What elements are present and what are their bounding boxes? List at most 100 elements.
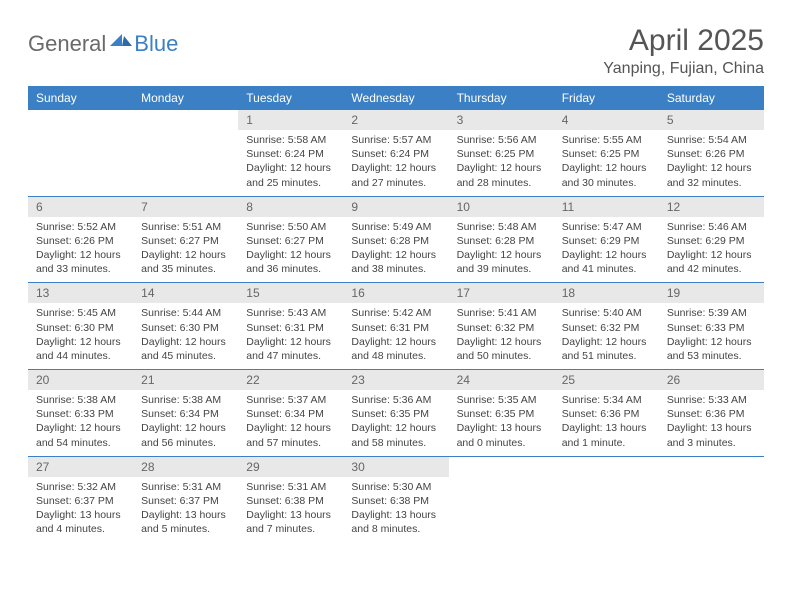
day-body: Sunrise: 5:47 AMSunset: 6:29 PMDaylight:… xyxy=(554,217,659,283)
day-body: Sunrise: 5:41 AMSunset: 6:32 PMDaylight:… xyxy=(449,303,554,369)
calendar-day-cell xyxy=(133,110,238,196)
calendar-day-cell: 21Sunrise: 5:38 AMSunset: 6:34 PMDayligh… xyxy=(133,370,238,457)
calendar-week-row: 6Sunrise: 5:52 AMSunset: 6:26 PMDaylight… xyxy=(28,196,764,283)
weekday-header: Saturday xyxy=(659,86,764,110)
day-body: Sunrise: 5:38 AMSunset: 6:33 PMDaylight:… xyxy=(28,390,133,456)
calendar-day-cell: 15Sunrise: 5:43 AMSunset: 6:31 PMDayligh… xyxy=(238,283,343,370)
day-number: 20 xyxy=(28,370,133,390)
calendar-day-cell: 3Sunrise: 5:56 AMSunset: 6:25 PMDaylight… xyxy=(449,110,554,196)
calendar-day-cell: 20Sunrise: 5:38 AMSunset: 6:33 PMDayligh… xyxy=(28,370,133,457)
day-body: Sunrise: 5:30 AMSunset: 6:38 PMDaylight:… xyxy=(343,477,448,543)
day-number: 23 xyxy=(343,370,448,390)
day-number: 7 xyxy=(133,197,238,217)
day-body: Sunrise: 5:43 AMSunset: 6:31 PMDaylight:… xyxy=(238,303,343,369)
day-number: 17 xyxy=(449,283,554,303)
day-number: 8 xyxy=(238,197,343,217)
calendar-day-cell: 14Sunrise: 5:44 AMSunset: 6:30 PMDayligh… xyxy=(133,283,238,370)
calendar-day-cell: 8Sunrise: 5:50 AMSunset: 6:27 PMDaylight… xyxy=(238,196,343,283)
day-body: Sunrise: 5:31 AMSunset: 6:38 PMDaylight:… xyxy=(238,477,343,543)
calendar-day-cell: 16Sunrise: 5:42 AMSunset: 6:31 PMDayligh… xyxy=(343,283,448,370)
month-title: April 2025 xyxy=(603,24,764,58)
calendar-body: 1Sunrise: 5:58 AMSunset: 6:24 PMDaylight… xyxy=(28,110,764,542)
calendar-day-cell: 19Sunrise: 5:39 AMSunset: 6:33 PMDayligh… xyxy=(659,283,764,370)
calendar-day-cell: 5Sunrise: 5:54 AMSunset: 6:26 PMDaylight… xyxy=(659,110,764,196)
day-number: 22 xyxy=(238,370,343,390)
day-body: Sunrise: 5:38 AMSunset: 6:34 PMDaylight:… xyxy=(133,390,238,456)
day-number: 19 xyxy=(659,283,764,303)
calendar-day-cell: 13Sunrise: 5:45 AMSunset: 6:30 PMDayligh… xyxy=(28,283,133,370)
calendar-week-row: 1Sunrise: 5:58 AMSunset: 6:24 PMDaylight… xyxy=(28,110,764,196)
calendar-day-cell: 30Sunrise: 5:30 AMSunset: 6:38 PMDayligh… xyxy=(343,456,448,542)
day-body: Sunrise: 5:46 AMSunset: 6:29 PMDaylight:… xyxy=(659,217,764,283)
logo-mark-icon xyxy=(110,30,132,51)
day-body: Sunrise: 5:58 AMSunset: 6:24 PMDaylight:… xyxy=(238,130,343,196)
calendar-day-cell: 7Sunrise: 5:51 AMSunset: 6:27 PMDaylight… xyxy=(133,196,238,283)
logo-text-general: General xyxy=(28,31,106,57)
day-number: 13 xyxy=(28,283,133,303)
calendar-day-cell xyxy=(554,456,659,542)
day-number: 15 xyxy=(238,283,343,303)
logo: General Blue xyxy=(28,30,178,57)
weekday-header: Thursday xyxy=(449,86,554,110)
calendar-week-row: 13Sunrise: 5:45 AMSunset: 6:30 PMDayligh… xyxy=(28,283,764,370)
day-body: Sunrise: 5:45 AMSunset: 6:30 PMDaylight:… xyxy=(28,303,133,369)
day-number: 28 xyxy=(133,457,238,477)
calendar-day-cell xyxy=(28,110,133,196)
day-number: 2 xyxy=(343,110,448,130)
day-number: 11 xyxy=(554,197,659,217)
calendar-day-cell xyxy=(659,456,764,542)
calendar-day-cell: 17Sunrise: 5:41 AMSunset: 6:32 PMDayligh… xyxy=(449,283,554,370)
calendar-day-cell: 26Sunrise: 5:33 AMSunset: 6:36 PMDayligh… xyxy=(659,370,764,457)
weekday-header: Tuesday xyxy=(238,86,343,110)
calendar-day-cell: 22Sunrise: 5:37 AMSunset: 6:34 PMDayligh… xyxy=(238,370,343,457)
day-body: Sunrise: 5:57 AMSunset: 6:24 PMDaylight:… xyxy=(343,130,448,196)
calendar-day-cell xyxy=(449,456,554,542)
title-block: April 2025 Yanping, Fujian, China xyxy=(603,24,764,78)
day-number: 12 xyxy=(659,197,764,217)
calendar-day-cell: 28Sunrise: 5:31 AMSunset: 6:37 PMDayligh… xyxy=(133,456,238,542)
day-number: 1 xyxy=(238,110,343,130)
calendar-day-cell: 6Sunrise: 5:52 AMSunset: 6:26 PMDaylight… xyxy=(28,196,133,283)
day-number: 30 xyxy=(343,457,448,477)
day-number: 5 xyxy=(659,110,764,130)
day-body: Sunrise: 5:42 AMSunset: 6:31 PMDaylight:… xyxy=(343,303,448,369)
day-body: Sunrise: 5:50 AMSunset: 6:27 PMDaylight:… xyxy=(238,217,343,283)
day-body: Sunrise: 5:32 AMSunset: 6:37 PMDaylight:… xyxy=(28,477,133,543)
day-number: 27 xyxy=(28,457,133,477)
weekday-header: Wednesday xyxy=(343,86,448,110)
day-number: 24 xyxy=(449,370,554,390)
calendar-table: SundayMondayTuesdayWednesdayThursdayFrid… xyxy=(28,86,764,542)
calendar-day-cell: 18Sunrise: 5:40 AMSunset: 6:32 PMDayligh… xyxy=(554,283,659,370)
day-body: Sunrise: 5:55 AMSunset: 6:25 PMDaylight:… xyxy=(554,130,659,196)
logo-text-blue: Blue xyxy=(134,31,178,57)
day-number: 9 xyxy=(343,197,448,217)
day-number: 10 xyxy=(449,197,554,217)
day-body: Sunrise: 5:35 AMSunset: 6:35 PMDaylight:… xyxy=(449,390,554,456)
day-number: 25 xyxy=(554,370,659,390)
weekday-header: Sunday xyxy=(28,86,133,110)
page-header: General Blue April 2025 Yanping, Fujian,… xyxy=(28,24,764,78)
location-text: Yanping, Fujian, China xyxy=(603,60,764,78)
day-number: 26 xyxy=(659,370,764,390)
day-body: Sunrise: 5:31 AMSunset: 6:37 PMDaylight:… xyxy=(133,477,238,543)
calendar-day-cell: 4Sunrise: 5:55 AMSunset: 6:25 PMDaylight… xyxy=(554,110,659,196)
calendar-day-cell: 27Sunrise: 5:32 AMSunset: 6:37 PMDayligh… xyxy=(28,456,133,542)
day-number: 16 xyxy=(343,283,448,303)
calendar-week-row: 20Sunrise: 5:38 AMSunset: 6:33 PMDayligh… xyxy=(28,370,764,457)
day-body: Sunrise: 5:34 AMSunset: 6:36 PMDaylight:… xyxy=(554,390,659,456)
calendar-day-cell: 11Sunrise: 5:47 AMSunset: 6:29 PMDayligh… xyxy=(554,196,659,283)
day-number: 3 xyxy=(449,110,554,130)
calendar-day-cell: 29Sunrise: 5:31 AMSunset: 6:38 PMDayligh… xyxy=(238,456,343,542)
calendar-day-cell: 23Sunrise: 5:36 AMSunset: 6:35 PMDayligh… xyxy=(343,370,448,457)
calendar-header-row: SundayMondayTuesdayWednesdayThursdayFrid… xyxy=(28,86,764,110)
day-body: Sunrise: 5:36 AMSunset: 6:35 PMDaylight:… xyxy=(343,390,448,456)
day-body: Sunrise: 5:54 AMSunset: 6:26 PMDaylight:… xyxy=(659,130,764,196)
day-body: Sunrise: 5:44 AMSunset: 6:30 PMDaylight:… xyxy=(133,303,238,369)
day-number: 14 xyxy=(133,283,238,303)
day-number: 4 xyxy=(554,110,659,130)
calendar-day-cell: 10Sunrise: 5:48 AMSunset: 6:28 PMDayligh… xyxy=(449,196,554,283)
calendar-day-cell: 25Sunrise: 5:34 AMSunset: 6:36 PMDayligh… xyxy=(554,370,659,457)
calendar-day-cell: 24Sunrise: 5:35 AMSunset: 6:35 PMDayligh… xyxy=(449,370,554,457)
day-body: Sunrise: 5:51 AMSunset: 6:27 PMDaylight:… xyxy=(133,217,238,283)
day-body: Sunrise: 5:49 AMSunset: 6:28 PMDaylight:… xyxy=(343,217,448,283)
